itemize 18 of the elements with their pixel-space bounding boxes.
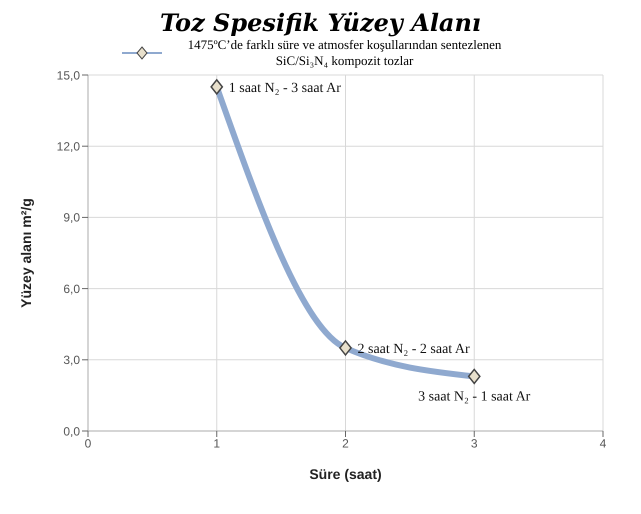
x-tick-label: 4 <box>600 436 607 451</box>
annotation: 3 saat N₂ - 1 saat Ar <box>418 389 531 404</box>
y-tick-label: 6,0 <box>63 282 80 296</box>
x-tick-label: 3 <box>470 436 478 451</box>
legend-label: 1475ºC’de farklı süre ve atmosfer koşullarından sentezlenen SiC/Si₃N₄ kompozit tozlar <box>186 37 502 69</box>
y-tick-label: 3,0 <box>63 353 80 368</box>
y-tick-label: 12,0 <box>56 139 80 154</box>
x-tick-label: 2 <box>342 436 350 451</box>
x-axis-title: Süre (saat) <box>309 466 382 482</box>
x-tick-label: 1 <box>213 436 220 451</box>
y-axis-title: Yüzey alanı m²/g <box>18 198 34 308</box>
chart-title: Toz Spesifik Yüzey Alanı <box>158 8 482 37</box>
y-tick-label: 15,0 <box>56 68 80 82</box>
y-tick-label: 0,0 <box>63 424 80 438</box>
y-tick-label: 9,0 <box>63 210 80 225</box>
x-tick-label: 0 <box>84 436 92 451</box>
annotation: 1 saat N₂ - 3 saat Ar <box>228 80 342 96</box>
annotation: 2 saat N₂ - 2 saat Ar <box>358 342 470 357</box>
